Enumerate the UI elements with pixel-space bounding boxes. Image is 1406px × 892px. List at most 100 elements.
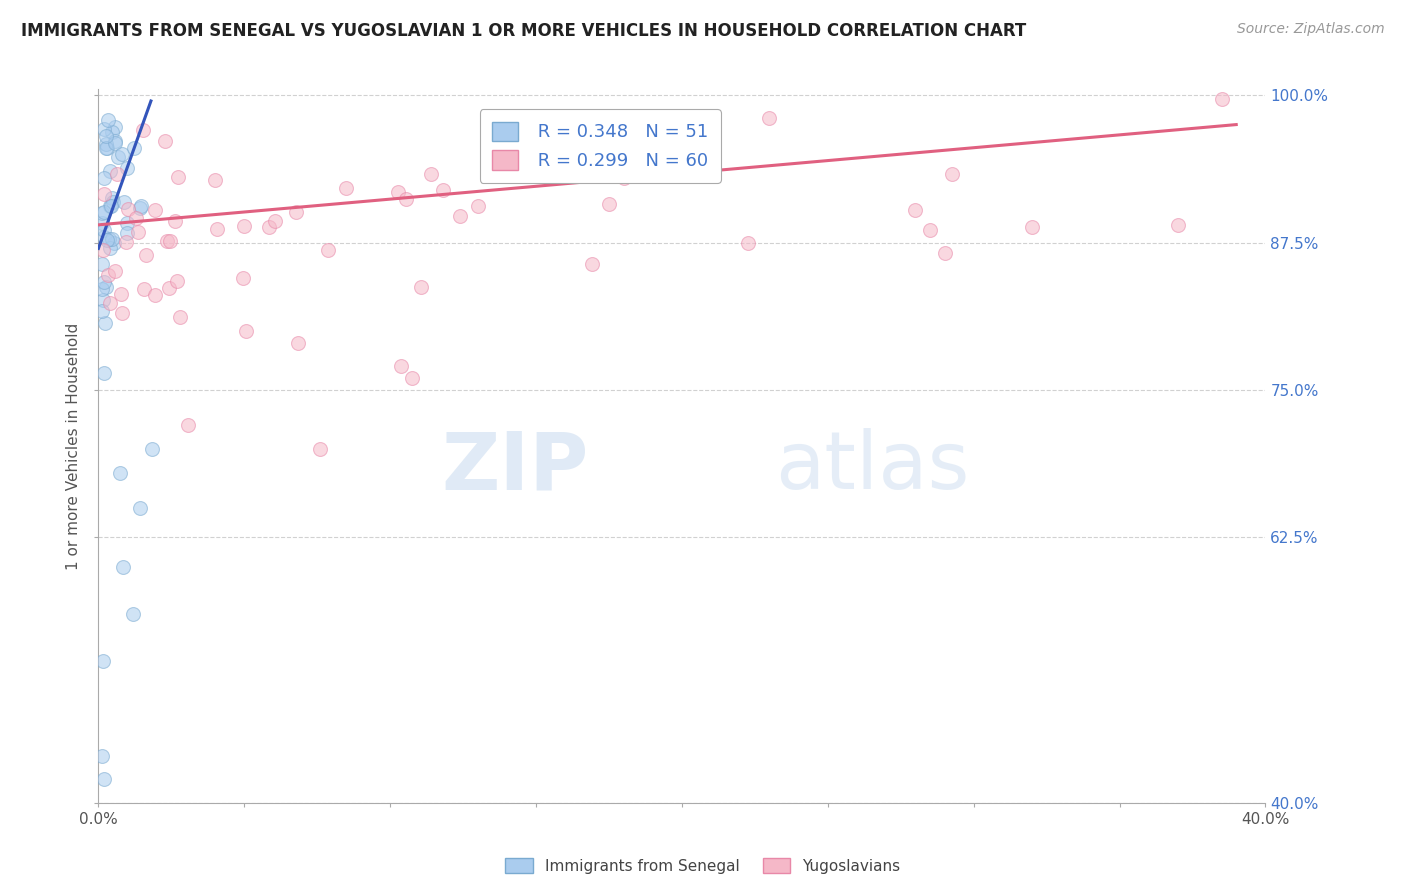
Point	[94, 316, 117, 330]
Point	[232, 271, 254, 285]
Point	[93, 366, 115, 380]
Point	[1211, 92, 1233, 106]
Point	[115, 235, 138, 249]
Legend: Immigrants from Senegal, Yugoslavians: Immigrants from Senegal, Yugoslavians	[499, 852, 907, 880]
Point	[143, 288, 166, 302]
Point	[97, 268, 120, 282]
Point	[94, 279, 117, 293]
Point	[125, 211, 148, 226]
Text: IMMIGRANTS FROM SENEGAL VS YUGOSLAVIAN 1 OR MORE VEHICLES IN HOUSEHOLD CORRELATI: IMMIGRANTS FROM SENEGAL VS YUGOSLAVIAN 1…	[21, 22, 1026, 40]
Point	[117, 202, 139, 217]
Point	[110, 286, 132, 301]
Text: ZIP: ZIP	[441, 428, 589, 507]
Point	[97, 113, 120, 128]
Point	[105, 167, 128, 181]
Point	[93, 275, 115, 289]
Point	[108, 466, 131, 480]
Point	[103, 195, 125, 210]
Point	[598, 196, 620, 211]
Point	[100, 296, 122, 310]
Point	[98, 199, 121, 213]
Point	[101, 232, 124, 246]
Point	[166, 274, 188, 288]
Point	[920, 223, 942, 237]
Point	[1021, 220, 1043, 235]
Point	[159, 234, 181, 248]
Point	[165, 214, 187, 228]
Point	[401, 371, 423, 385]
Point	[94, 129, 117, 144]
Point	[104, 120, 127, 134]
Point	[904, 203, 927, 218]
Point	[207, 222, 229, 236]
Point	[259, 220, 281, 235]
Point	[111, 560, 134, 574]
Point	[129, 199, 152, 213]
Point	[134, 281, 156, 295]
Point	[117, 161, 139, 175]
Point	[110, 146, 132, 161]
Point	[122, 607, 145, 621]
Point	[934, 246, 956, 260]
Point	[90, 303, 112, 318]
Point	[129, 500, 152, 515]
Point	[737, 235, 759, 250]
Point	[93, 243, 115, 257]
Text: atlas: atlas	[775, 428, 970, 507]
Point	[98, 232, 121, 246]
Point	[91, 216, 114, 230]
Point	[467, 199, 489, 213]
Point	[91, 282, 114, 296]
Point	[411, 280, 433, 294]
Point	[287, 335, 309, 350]
Point	[101, 125, 124, 139]
Point	[93, 772, 115, 787]
Point	[96, 141, 118, 155]
Point	[449, 209, 471, 223]
Point	[127, 225, 149, 239]
Point	[93, 121, 115, 136]
Point	[100, 198, 122, 212]
Point	[233, 219, 256, 233]
Point	[155, 235, 177, 249]
Point	[284, 205, 307, 219]
Point	[94, 137, 117, 152]
Point	[100, 191, 122, 205]
Point	[612, 170, 634, 185]
Point	[167, 170, 190, 185]
Point	[96, 233, 118, 247]
Point	[98, 241, 121, 255]
Point	[141, 442, 163, 456]
Point	[155, 134, 177, 148]
Point	[91, 293, 114, 307]
Point	[90, 257, 112, 271]
Point	[309, 442, 332, 456]
Point	[90, 206, 112, 220]
Point	[93, 223, 115, 237]
Point	[107, 150, 129, 164]
Point	[103, 235, 125, 250]
Point	[389, 359, 412, 374]
Point	[758, 112, 780, 126]
Point	[135, 247, 157, 261]
Point	[316, 243, 339, 257]
Point	[432, 183, 454, 197]
Point	[395, 192, 418, 206]
Point	[93, 230, 115, 244]
Point	[111, 306, 134, 320]
Point	[132, 122, 155, 136]
Point	[157, 280, 180, 294]
Point	[143, 202, 166, 217]
Point	[94, 141, 117, 155]
Point	[1167, 218, 1189, 232]
Point	[91, 654, 114, 668]
Point	[335, 181, 357, 195]
Point	[104, 136, 127, 150]
Point	[115, 227, 138, 241]
Point	[112, 194, 135, 209]
Point	[98, 164, 121, 178]
Point	[204, 172, 226, 186]
Point	[387, 185, 409, 199]
Point	[581, 257, 603, 271]
Y-axis label: 1 or more Vehicles in Household: 1 or more Vehicles in Household	[66, 322, 82, 570]
